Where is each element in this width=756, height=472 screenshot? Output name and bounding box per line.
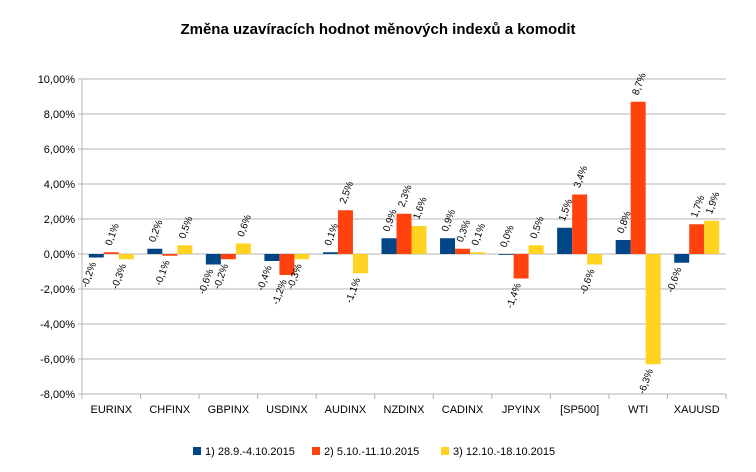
legend-label: 2) 5.10.-11.10.2015 xyxy=(324,446,419,458)
legend: 1) 28.9.-4.10.2015 2) 5.10.-11.10.2015 3) … xyxy=(193,446,555,458)
y-tick-label: -4,00% xyxy=(40,319,75,331)
bar xyxy=(674,254,690,263)
y-tick-label: -8,00% xyxy=(40,389,75,401)
bar xyxy=(689,224,705,254)
bar xyxy=(352,254,368,274)
legend-swatch xyxy=(441,447,449,455)
legend-label: 3) 12.10.-18.10.2015 xyxy=(453,446,555,458)
bar xyxy=(615,240,631,254)
legend-swatch xyxy=(312,447,320,455)
bars xyxy=(88,101,720,365)
bar xyxy=(103,252,119,254)
chart-title: Změna uzavíracích hodnot měnových indexů… xyxy=(180,21,575,38)
y-tick-label: 6,00% xyxy=(44,144,75,156)
legend-swatch xyxy=(193,447,201,455)
bar xyxy=(645,254,661,365)
y-tick-label: 4,00% xyxy=(44,179,75,191)
bar xyxy=(88,254,104,258)
bar xyxy=(162,254,178,256)
bar xyxy=(264,254,280,261)
y-tick-label: 0,00% xyxy=(44,249,75,261)
bar xyxy=(557,227,573,254)
x-tick-label: JPYINX xyxy=(502,404,541,416)
bar xyxy=(572,194,588,254)
bar xyxy=(337,210,353,254)
bar xyxy=(322,252,338,254)
y-tick-label: -2,00% xyxy=(40,284,75,296)
bar xyxy=(294,254,310,260)
bar xyxy=(704,220,720,254)
bar xyxy=(396,213,412,254)
y-tick-label: 10,00% xyxy=(38,74,76,86)
x-tick-label: [SP500] xyxy=(560,404,599,416)
bar xyxy=(147,248,163,254)
x-axis: EURINX CHFINX GBPINX USDINX AUDINX NZDINX CADI… xyxy=(81,393,727,416)
x-tick-label: USDINX xyxy=(266,404,308,416)
bar xyxy=(279,254,295,275)
bar xyxy=(235,243,251,254)
bar xyxy=(381,238,397,254)
x-tick-label: CHFINX xyxy=(149,404,191,416)
bar xyxy=(205,254,221,265)
x-tick-label: NZDINX xyxy=(384,404,426,416)
x-tick-label: XAUUSD xyxy=(674,404,720,416)
legend-label: 1) 28.9.-4.10.2015 xyxy=(205,446,295,458)
x-tick-label: EURINX xyxy=(90,404,132,416)
bar xyxy=(220,254,236,260)
y-tick-label: 2,00% xyxy=(44,214,75,226)
bar xyxy=(177,245,193,254)
bar xyxy=(440,238,456,254)
x-tick-label: AUDINX xyxy=(325,404,367,416)
bar xyxy=(455,248,471,254)
bar xyxy=(411,226,427,254)
x-tick-label: GBPINX xyxy=(208,404,250,416)
x-tick-label: WTI xyxy=(628,404,648,416)
x-tick-label: CADINX xyxy=(442,404,484,416)
bar xyxy=(528,245,544,254)
bar xyxy=(587,254,603,265)
bar xyxy=(498,254,514,255)
bar xyxy=(118,254,134,260)
y-axis: 10,00% 8,00% 6,00% 4,00% 2,00% 0,00% -2,00% -4,… xyxy=(38,74,83,401)
bar xyxy=(630,101,646,254)
bar xyxy=(470,252,486,254)
bar xyxy=(513,254,529,279)
y-tick-label: -6,00% xyxy=(40,354,75,366)
y-tick-label: 8,00% xyxy=(44,109,75,121)
